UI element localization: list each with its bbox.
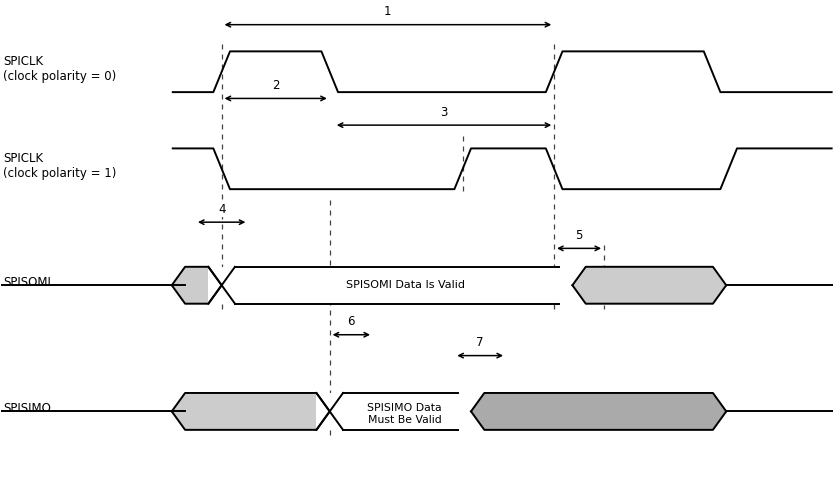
- Polygon shape: [172, 393, 329, 430]
- Text: 6: 6: [348, 315, 355, 328]
- Text: 7: 7: [476, 336, 484, 349]
- Text: SPICLK
(clock polarity = 1): SPICLK (clock polarity = 1): [3, 152, 117, 181]
- Text: 2: 2: [272, 79, 279, 92]
- Polygon shape: [471, 393, 726, 430]
- Text: SPISOMI Data Is Valid: SPISOMI Data Is Valid: [346, 280, 465, 290]
- Polygon shape: [572, 267, 726, 304]
- Polygon shape: [316, 393, 485, 430]
- Polygon shape: [172, 267, 222, 304]
- Text: 3: 3: [440, 106, 448, 119]
- Text: 4: 4: [218, 203, 225, 216]
- Text: SPICLK
(clock polarity = 0): SPICLK (clock polarity = 0): [3, 55, 116, 83]
- Polygon shape: [208, 267, 585, 304]
- Text: SPISIMO Data
Must Be Valid: SPISIMO Data Must Be Valid: [367, 403, 442, 425]
- Text: SPISOMI: SPISOMI: [3, 276, 51, 289]
- Text: 1: 1: [384, 5, 392, 19]
- Text: SPISIMO: SPISIMO: [3, 403, 51, 415]
- Text: 5: 5: [575, 229, 583, 242]
